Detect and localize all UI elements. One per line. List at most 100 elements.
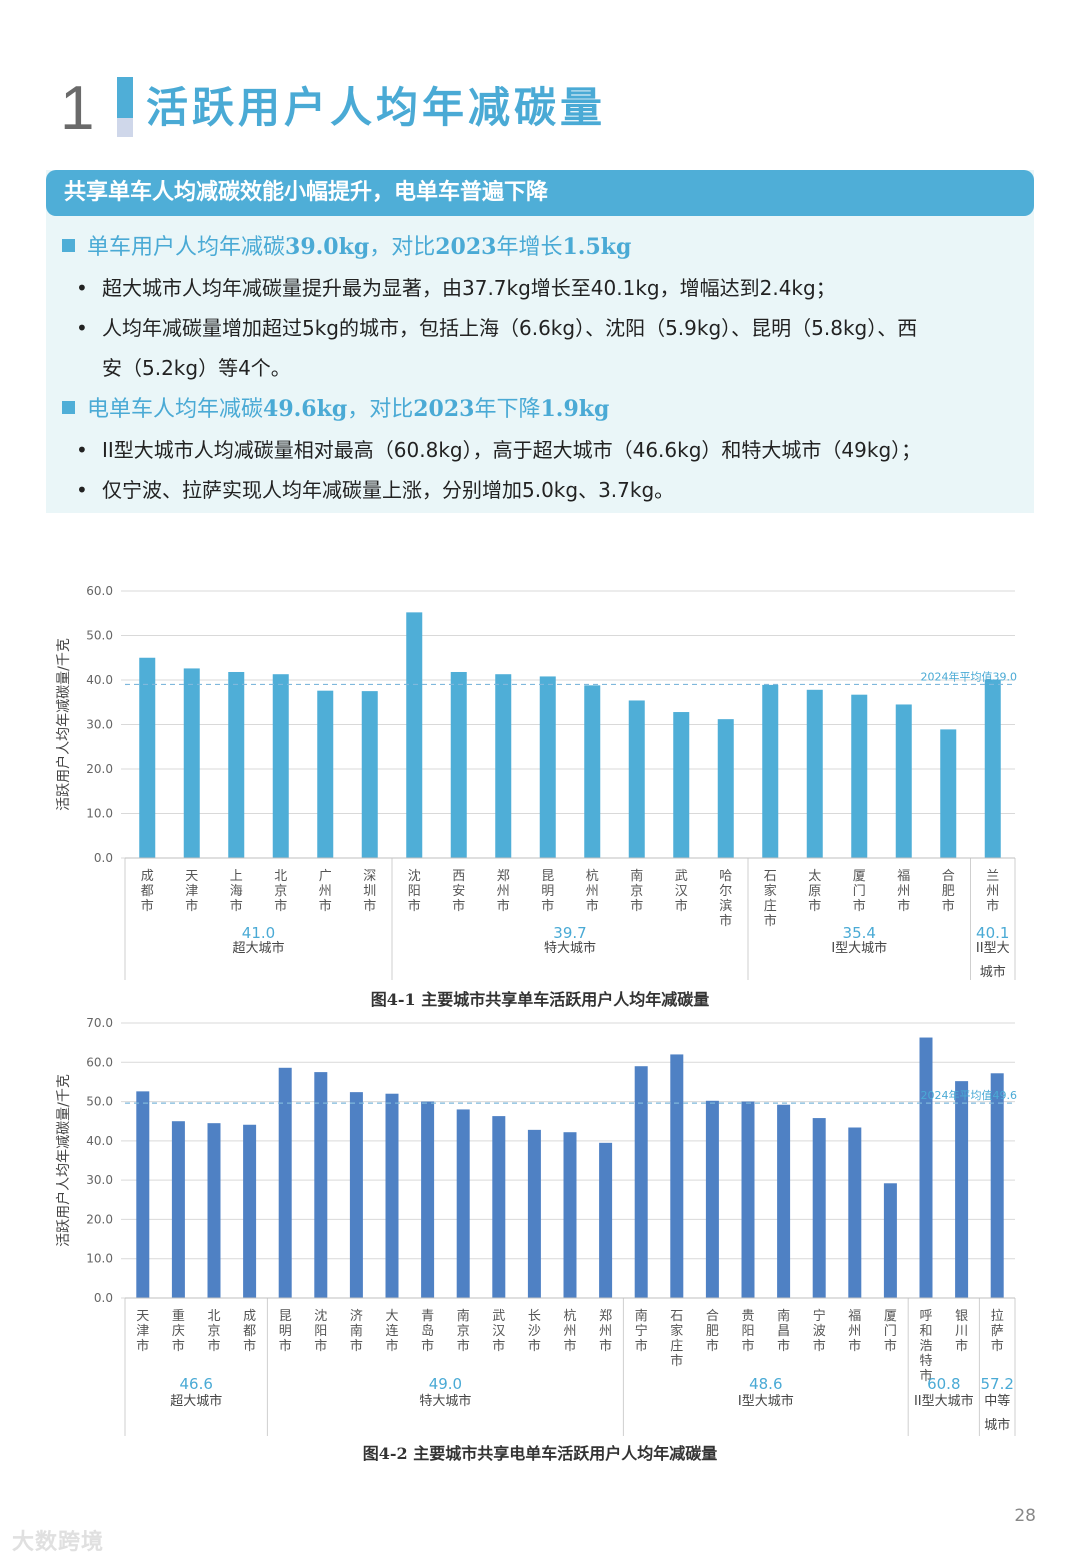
square-bullet-icon xyxy=(62,239,75,252)
bar xyxy=(456,1109,470,1298)
bar xyxy=(584,685,601,858)
y-tick-label: 50.0 xyxy=(86,629,113,643)
x-tick-label-char: 门 xyxy=(853,884,866,899)
bar xyxy=(361,691,378,858)
bar xyxy=(955,1081,969,1298)
x-tick-label-char: 市 xyxy=(991,1338,1004,1354)
x-tick-label-char: 市 xyxy=(421,1338,434,1354)
average-line-label: 2024年平均值39.0 xyxy=(921,669,1018,683)
x-tick-label-char: 哈 xyxy=(719,869,732,884)
x-tick-label-char: 南 xyxy=(350,1323,363,1339)
x-tick-label-char: 沈 xyxy=(314,1309,327,1324)
group-average-value: 35.4 xyxy=(843,924,876,942)
average-line-label: 2024年平均值49.6 xyxy=(921,1088,1018,1102)
x-tick-label-char: 市 xyxy=(457,1338,470,1354)
x-tick-label-char: 市 xyxy=(808,898,821,914)
bar xyxy=(919,1037,933,1298)
x-tick-label-char: 南 xyxy=(777,1308,790,1324)
y-tick-label: 0.0 xyxy=(94,851,113,865)
group-name: II型大城市 xyxy=(914,1393,974,1409)
x-tick-label-char: 市 xyxy=(635,1338,648,1354)
x-tick-label-char: 市 xyxy=(719,913,732,929)
x-tick-label-char: 太 xyxy=(808,869,821,884)
ebike-headline-mid: ，对比 xyxy=(347,397,414,422)
y-tick-label: 30.0 xyxy=(86,1173,113,1187)
bar xyxy=(406,612,423,858)
x-tick-label-char: 市 xyxy=(741,1338,754,1354)
x-tick-label-char: 市 xyxy=(630,898,643,914)
bar xyxy=(171,1121,185,1298)
x-tick-label-char: 拉 xyxy=(991,1309,1004,1324)
bar xyxy=(243,1124,257,1298)
x-tick-label-char: 石 xyxy=(670,1309,683,1324)
x-tick-label-char: 市 xyxy=(528,1338,541,1354)
bike-headline-pre: 单车用户人均年减碳 xyxy=(87,235,286,260)
x-tick-label-char: 岛 xyxy=(421,1323,434,1339)
x-tick-label-char: 成 xyxy=(243,1309,256,1324)
x-tick-label-char: 青 xyxy=(421,1309,434,1324)
x-tick-label-char: 市 xyxy=(919,1368,932,1384)
y-tick-label: 20.0 xyxy=(86,762,113,776)
x-tick-label-char: 南 xyxy=(457,1308,470,1324)
ebike-headline-year: 2023 xyxy=(413,396,475,422)
bike-headline-delta: 1.5kg xyxy=(562,234,632,260)
x-tick-label-char: 武 xyxy=(492,1309,505,1324)
group-name: 特大城市 xyxy=(419,1393,471,1409)
section-accent-bar xyxy=(117,77,133,137)
ebike-bullet-1: • II型大城市人均减碳量相对最高（60.8kg），高于超大城市（46.6kg）和… xyxy=(76,438,922,462)
x-tick-label-char: 呼 xyxy=(919,1309,932,1324)
x-tick-label-char: 市 xyxy=(243,1338,256,1354)
bar xyxy=(777,1104,791,1298)
x-tick-label-char: 厦 xyxy=(853,869,866,884)
bike-headline-post: 年增长 xyxy=(496,235,563,260)
x-tick-label-char: 市 xyxy=(813,1338,826,1354)
bar xyxy=(385,1093,399,1298)
summary-header: 共享单车人均减碳效能小幅提升，电单车普遍下降 xyxy=(46,170,1034,216)
x-tick-label-char: 南 xyxy=(630,868,643,884)
x-tick-label-char: 市 xyxy=(350,1338,363,1354)
x-tick-label-char: 杭 xyxy=(563,1309,576,1324)
bar xyxy=(272,674,289,858)
group-average-value: 48.6 xyxy=(749,1375,782,1393)
bar xyxy=(848,1127,862,1298)
bar xyxy=(806,689,823,858)
x-tick-label-char: 州 xyxy=(497,884,510,899)
bar xyxy=(278,1067,292,1298)
x-tick-label-char: 成 xyxy=(141,869,154,884)
x-tick-label-char: 市 xyxy=(670,1353,683,1369)
group-average-value: 46.6 xyxy=(179,1375,212,1393)
x-tick-label-char: 昆 xyxy=(279,1309,292,1324)
x-tick-label-char: 市 xyxy=(777,1338,790,1354)
x-tick-label-char: 庄 xyxy=(764,898,777,914)
x-tick-label-char: 滨 xyxy=(719,898,732,914)
bar xyxy=(314,1072,328,1298)
bar xyxy=(634,1066,648,1298)
x-tick-label-char: 郑 xyxy=(599,1309,612,1324)
y-tick-label: 70.0 xyxy=(86,1016,113,1030)
bar xyxy=(940,729,957,858)
x-tick-label-char: 贵 xyxy=(741,1309,754,1324)
x-tick-label-char: 浩 xyxy=(919,1339,932,1354)
x-tick-label-char: 广 xyxy=(319,869,332,884)
bar xyxy=(136,1091,150,1298)
x-tick-label-char: 市 xyxy=(319,898,332,914)
x-tick-label-char: 市 xyxy=(207,1338,220,1354)
bar xyxy=(450,671,467,858)
x-tick-label-char: 明 xyxy=(541,884,554,899)
x-tick-label-char: 和 xyxy=(919,1324,932,1339)
x-tick-label-char: 家 xyxy=(670,1323,683,1339)
bike-headline-value: 39.0kg xyxy=(285,234,370,260)
bar xyxy=(705,1100,719,1298)
y-tick-label: 0.0 xyxy=(94,1291,113,1305)
group-average-value: 39.7 xyxy=(553,924,586,942)
x-tick-label-char: 市 xyxy=(586,898,599,914)
x-tick-label-char: 济 xyxy=(350,1309,363,1324)
x-tick-label-char: 庄 xyxy=(670,1338,683,1354)
x-tick-label-char: 汉 xyxy=(675,884,688,899)
x-tick-label-char: 银 xyxy=(955,1309,968,1324)
x-tick-label-char: 京 xyxy=(207,1324,220,1339)
y-tick-label: 40.0 xyxy=(86,673,113,687)
x-tick-label-char: 市 xyxy=(675,898,688,914)
bike-headline-year: 2023 xyxy=(435,234,497,260)
bike-carbon-chart: 0.0 10.0 20.0 30.0 40.0 50.0 60.0 活跃用户人均年减碳量/千克… xyxy=(55,584,1018,980)
